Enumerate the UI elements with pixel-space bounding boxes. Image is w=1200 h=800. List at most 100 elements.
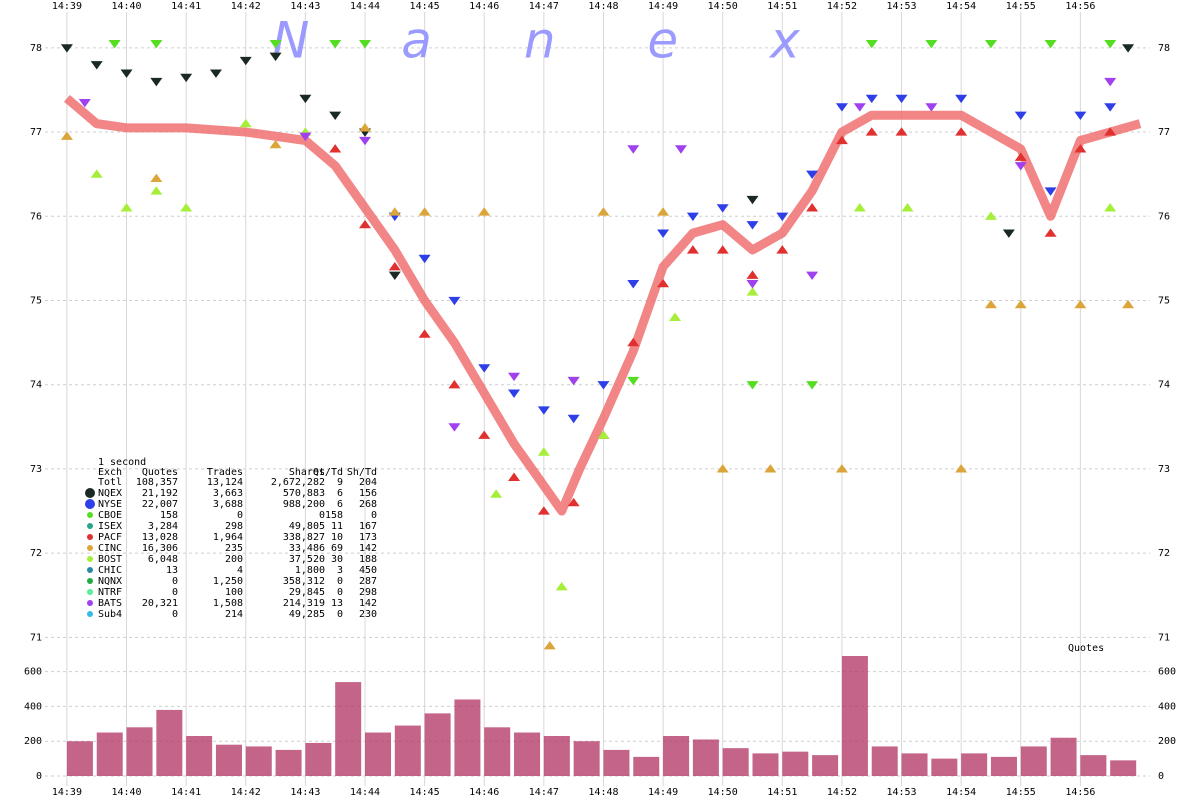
- quote-marker: [925, 40, 938, 49]
- y-tick-label: 71: [30, 632, 42, 643]
- quote-marker: [388, 271, 401, 281]
- trade-line: [64, 94, 1142, 516]
- quote-marker: [329, 144, 342, 153]
- bar: [305, 742, 332, 776]
- x-tick-label: 14:45: [410, 1, 440, 12]
- quote-marker: [1104, 77, 1117, 87]
- quote-marker: [448, 379, 461, 389]
- legend-cell: 100: [225, 587, 243, 598]
- bar: [394, 725, 421, 776]
- legend-marker: [87, 534, 93, 540]
- legend-header: Qt/Td: [313, 467, 343, 478]
- legend-cell: 214,319: [283, 598, 325, 609]
- legend-cell: 200: [225, 554, 243, 565]
- bar: [186, 736, 213, 776]
- legend-cell: 0: [237, 510, 243, 521]
- legend-name: Sub4: [98, 609, 122, 620]
- quote-marker: [508, 472, 521, 481]
- bar: [335, 682, 362, 776]
- quote-marker: [716, 245, 729, 254]
- x-tick-label: 14:43: [290, 1, 320, 12]
- quote-marker: [686, 245, 699, 254]
- bar: [752, 753, 779, 776]
- y-tick-label: 0: [1158, 771, 1164, 782]
- legend-cell: 173: [359, 532, 377, 543]
- y-tick-label: 78: [1158, 43, 1170, 54]
- y-tick-label: 77: [30, 127, 42, 138]
- quote-marker: [764, 464, 777, 473]
- legend-name: CBOE: [98, 510, 122, 521]
- x-tick-label: 14:48: [588, 1, 618, 12]
- quote-marker: [269, 52, 282, 62]
- bar: [1050, 737, 1077, 776]
- quote-marker: [78, 98, 91, 108]
- legend-cell: 338,827: [283, 532, 325, 543]
- legend-cell: 268: [359, 499, 377, 510]
- quote-marker: [835, 135, 848, 145]
- quote-marker: [537, 506, 550, 515]
- quote-marker: [60, 44, 73, 53]
- quote-marker: [835, 103, 848, 112]
- y-tick-label: 72: [1158, 548, 1170, 559]
- quote-marker: [359, 123, 371, 132]
- quote-marker: [925, 103, 938, 112]
- x-tick-label: 14:42: [231, 1, 261, 12]
- legend-cell: 16,306: [142, 543, 178, 554]
- quote-marker: [1074, 299, 1087, 309]
- bar: [722, 748, 749, 776]
- quote-marker: [388, 207, 401, 216]
- quote-marker: [537, 447, 550, 456]
- bar: [990, 756, 1017, 776]
- legend-cell: 11: [331, 521, 343, 532]
- watermark: N a n e x: [272, 12, 838, 70]
- legend-cell: 29,845: [289, 587, 325, 598]
- x-tick-label: 14:53: [886, 787, 916, 798]
- quote-marker: [478, 207, 491, 216]
- bar: [573, 741, 600, 776]
- x-tick-label: 14:42: [231, 787, 261, 798]
- legend-marker: [87, 545, 93, 551]
- y-tick-label: 76: [1158, 211, 1170, 222]
- legend-cell: 9: [337, 477, 343, 488]
- quote-marker: [806, 203, 819, 212]
- quote-marker: [746, 270, 759, 279]
- quote-marker: [150, 173, 163, 182]
- quote-marker: [901, 203, 914, 212]
- quote-marker: [853, 203, 866, 212]
- legend-cell: 6: [337, 499, 343, 510]
- quote-marker: [180, 203, 193, 212]
- quote-marker: [895, 94, 908, 104]
- bar: [215, 744, 242, 776]
- quote-marker: [657, 278, 670, 288]
- quote-marker: [269, 40, 282, 49]
- bar: [514, 732, 541, 776]
- legend-marker: [87, 556, 93, 562]
- quote-marker: [478, 430, 491, 439]
- legend-cell: 4: [237, 565, 243, 576]
- legend-cell: 1,250: [213, 576, 243, 587]
- quote-marker: [716, 204, 729, 213]
- legend-cell: 3,284: [148, 521, 178, 532]
- quote-marker: [448, 423, 461, 432]
- quote-marker: [1122, 44, 1135, 53]
- legend-header: Sh/Td: [347, 467, 377, 478]
- x-tick-label: 14:45: [410, 787, 440, 798]
- legend-name: BATS: [98, 598, 122, 609]
- y-tick-label: 71: [1158, 632, 1170, 643]
- quote-marker: [108, 40, 121, 49]
- legend-marker: [87, 567, 93, 573]
- y-tick-label: 78: [30, 43, 42, 54]
- legend-cell: 142: [359, 598, 377, 609]
- bar: [931, 758, 958, 776]
- legend-cell: 0: [319, 510, 325, 521]
- y-tick-label: 75: [1158, 295, 1170, 306]
- x-tick-label: 14:39: [52, 787, 82, 798]
- legend-name: PACF: [98, 532, 122, 543]
- quote-marker: [984, 211, 997, 220]
- quote-marker: [1014, 299, 1027, 309]
- quote-marker: [955, 464, 968, 473]
- legend-cell: 0: [172, 587, 178, 598]
- legend-marker: [87, 589, 93, 595]
- legend-cell: Totl: [98, 477, 122, 488]
